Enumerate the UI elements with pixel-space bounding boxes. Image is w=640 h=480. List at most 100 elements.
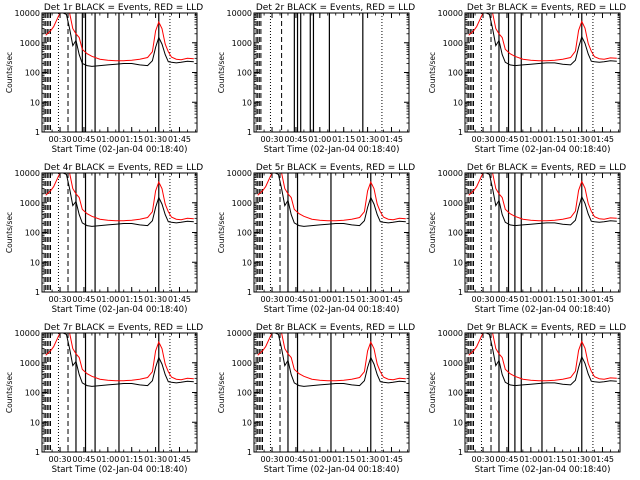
- x-tick-label: 01:30: [356, 455, 379, 464]
- x-tick-label: 01:15: [543, 135, 566, 144]
- y-tick-label: 10: [242, 258, 252, 267]
- y-tick-label: 1000: [20, 39, 40, 48]
- y-tick-label: 1000: [443, 39, 463, 48]
- y-tick-label: 10000: [227, 329, 252, 338]
- x-axis-label: Start Time (02-Jan-04 00:18:40): [52, 305, 188, 315]
- x-tick-label: 00:30: [261, 295, 284, 304]
- panel-1: Det 1r BLACK = Events, RED = LLD 1 10 100 10…: [5, 3, 203, 155]
- x-tick-label: 00:30: [49, 135, 72, 144]
- y-tick-label: 10: [30, 258, 40, 267]
- x-tick-label: 01:00: [519, 135, 542, 144]
- x-tick-label: 01:30: [144, 295, 167, 304]
- panel-title: Det 2r BLACK = Events, RED = LLD: [256, 3, 415, 13]
- time-markers: [255, 13, 383, 132]
- x-tick-label: 01:15: [543, 295, 566, 304]
- y-tick-label: 1: [247, 448, 252, 457]
- x-tick-label: 01:30: [567, 455, 590, 464]
- plot-frame: [253, 12, 410, 133]
- panel-7: Det 7r BLACK = Events, RED = LLD 1 10 100 10…: [5, 323, 203, 475]
- x-tick-label: 00:30: [49, 455, 72, 464]
- x-tick-label: 01:00: [519, 295, 542, 304]
- x-tick-label: 00:45: [72, 295, 95, 304]
- y-tick-label: 1000: [20, 199, 40, 208]
- y-tick-label: 1000: [232, 359, 252, 368]
- y-axis-label: Counts/sec: [428, 372, 437, 413]
- x-tick-label: 00:45: [495, 295, 518, 304]
- time-markers: [43, 13, 171, 132]
- y-axis-label: Counts/sec: [5, 52, 14, 93]
- y-tick-label: 10000: [438, 169, 463, 178]
- y-tick-label: 1000: [232, 199, 252, 208]
- panel-5: Det 5r BLACK = Events, RED = LLD 1 10 100 10…: [217, 163, 415, 315]
- time-markers: [255, 333, 383, 452]
- panel-9: Det 9r BLACK = Events, RED = LLD 1 10 100 10…: [428, 323, 626, 475]
- x-tick-label: 01:15: [120, 455, 143, 464]
- time-markers: [255, 173, 383, 292]
- y-tick-label: 10: [30, 98, 40, 107]
- x-tick-label: 01:45: [168, 135, 191, 144]
- x-tick-label: 00:30: [261, 455, 284, 464]
- y-tick-label: 10000: [15, 169, 40, 178]
- x-tick-label: 01:00: [519, 455, 542, 464]
- x-axis-label: Start Time (02-Jan-04 00:18:40): [52, 145, 188, 155]
- x-tick-label: 01:00: [308, 455, 331, 464]
- x-tick-label: 01:30: [144, 135, 167, 144]
- x-tick-label: 00:45: [284, 295, 307, 304]
- y-tick-label: 1000: [232, 39, 252, 48]
- panel-title: Det 5r BLACK = Events, RED = LLD: [256, 163, 415, 173]
- y-tick-label: 10000: [438, 9, 463, 18]
- x-axis-label: Start Time (02-Jan-04 00:18:40): [475, 145, 611, 155]
- x-tick-label: 01:45: [591, 455, 614, 464]
- y-tick-label: 1: [458, 128, 463, 137]
- time-markers: [466, 13, 594, 132]
- y-tick-label: 100: [25, 229, 40, 238]
- y-tick-label: 10000: [15, 9, 40, 18]
- y-axis-label: Counts/sec: [217, 372, 226, 413]
- x-tick-label: 01:00: [308, 295, 331, 304]
- x-tick-label: 01:45: [380, 135, 403, 144]
- x-axis-label: Start Time (02-Jan-04 00:18:40): [264, 465, 400, 475]
- x-tick-label: 01:45: [591, 135, 614, 144]
- x-tick-label: 01:15: [543, 455, 566, 464]
- y-tick-label: 1: [458, 448, 463, 457]
- y-tick-label: 100: [448, 69, 463, 78]
- y-tick-label: 1000: [20, 359, 40, 368]
- x-tick-label: 00:30: [261, 135, 284, 144]
- y-tick-label: 100: [25, 389, 40, 398]
- y-tick-label: 10000: [227, 169, 252, 178]
- x-tick-label: 00:30: [472, 295, 495, 304]
- x-tick-label: 01:00: [96, 295, 119, 304]
- panel-title: Det 6r BLACK = Events, RED = LLD: [467, 163, 626, 173]
- y-tick-label: 100: [448, 229, 463, 238]
- lld-series-line: [45, 173, 194, 222]
- y-tick-label: 1000: [443, 199, 463, 208]
- panel-title: Det 4r BLACK = Events, RED = LLD: [44, 163, 203, 173]
- y-tick-label: 100: [237, 229, 252, 238]
- lld-series-line: [257, 333, 406, 382]
- x-tick-label: 01:15: [332, 455, 355, 464]
- x-tick-label: 01:30: [144, 455, 167, 464]
- y-axis-label: Counts/sec: [217, 212, 226, 253]
- x-tick-label: 01:15: [120, 295, 143, 304]
- x-tick-label: 00:45: [495, 455, 518, 464]
- panel-4: Det 4r BLACK = Events, RED = LLD 1 10 100 10…: [5, 163, 203, 315]
- x-tick-label: 00:45: [495, 135, 518, 144]
- lld-series-line: [45, 333, 194, 382]
- y-tick-label: 10000: [227, 9, 252, 18]
- time-markers: [43, 333, 171, 452]
- lld-series-line: [257, 173, 406, 222]
- x-axis-label: Start Time (02-Jan-04 00:18:40): [264, 145, 400, 155]
- x-tick-label: 01:00: [96, 455, 119, 464]
- y-tick-label: 1: [35, 128, 40, 137]
- lld-series-line: [45, 13, 194, 62]
- x-tick-label: 01:45: [380, 455, 403, 464]
- x-tick-label: 01:30: [567, 295, 590, 304]
- y-tick-label: 10: [453, 258, 463, 267]
- panel-6: Det 6r BLACK = Events, RED = LLD 1 10 100 10…: [428, 163, 626, 315]
- y-tick-label: 10: [453, 418, 463, 427]
- panel-2: Det 2r BLACK = Events, RED = LLD 1 10 100 10…: [217, 3, 415, 155]
- x-tick-label: 01:00: [96, 135, 119, 144]
- x-tick-label: 01:30: [356, 135, 379, 144]
- y-tick-label: 1: [35, 448, 40, 457]
